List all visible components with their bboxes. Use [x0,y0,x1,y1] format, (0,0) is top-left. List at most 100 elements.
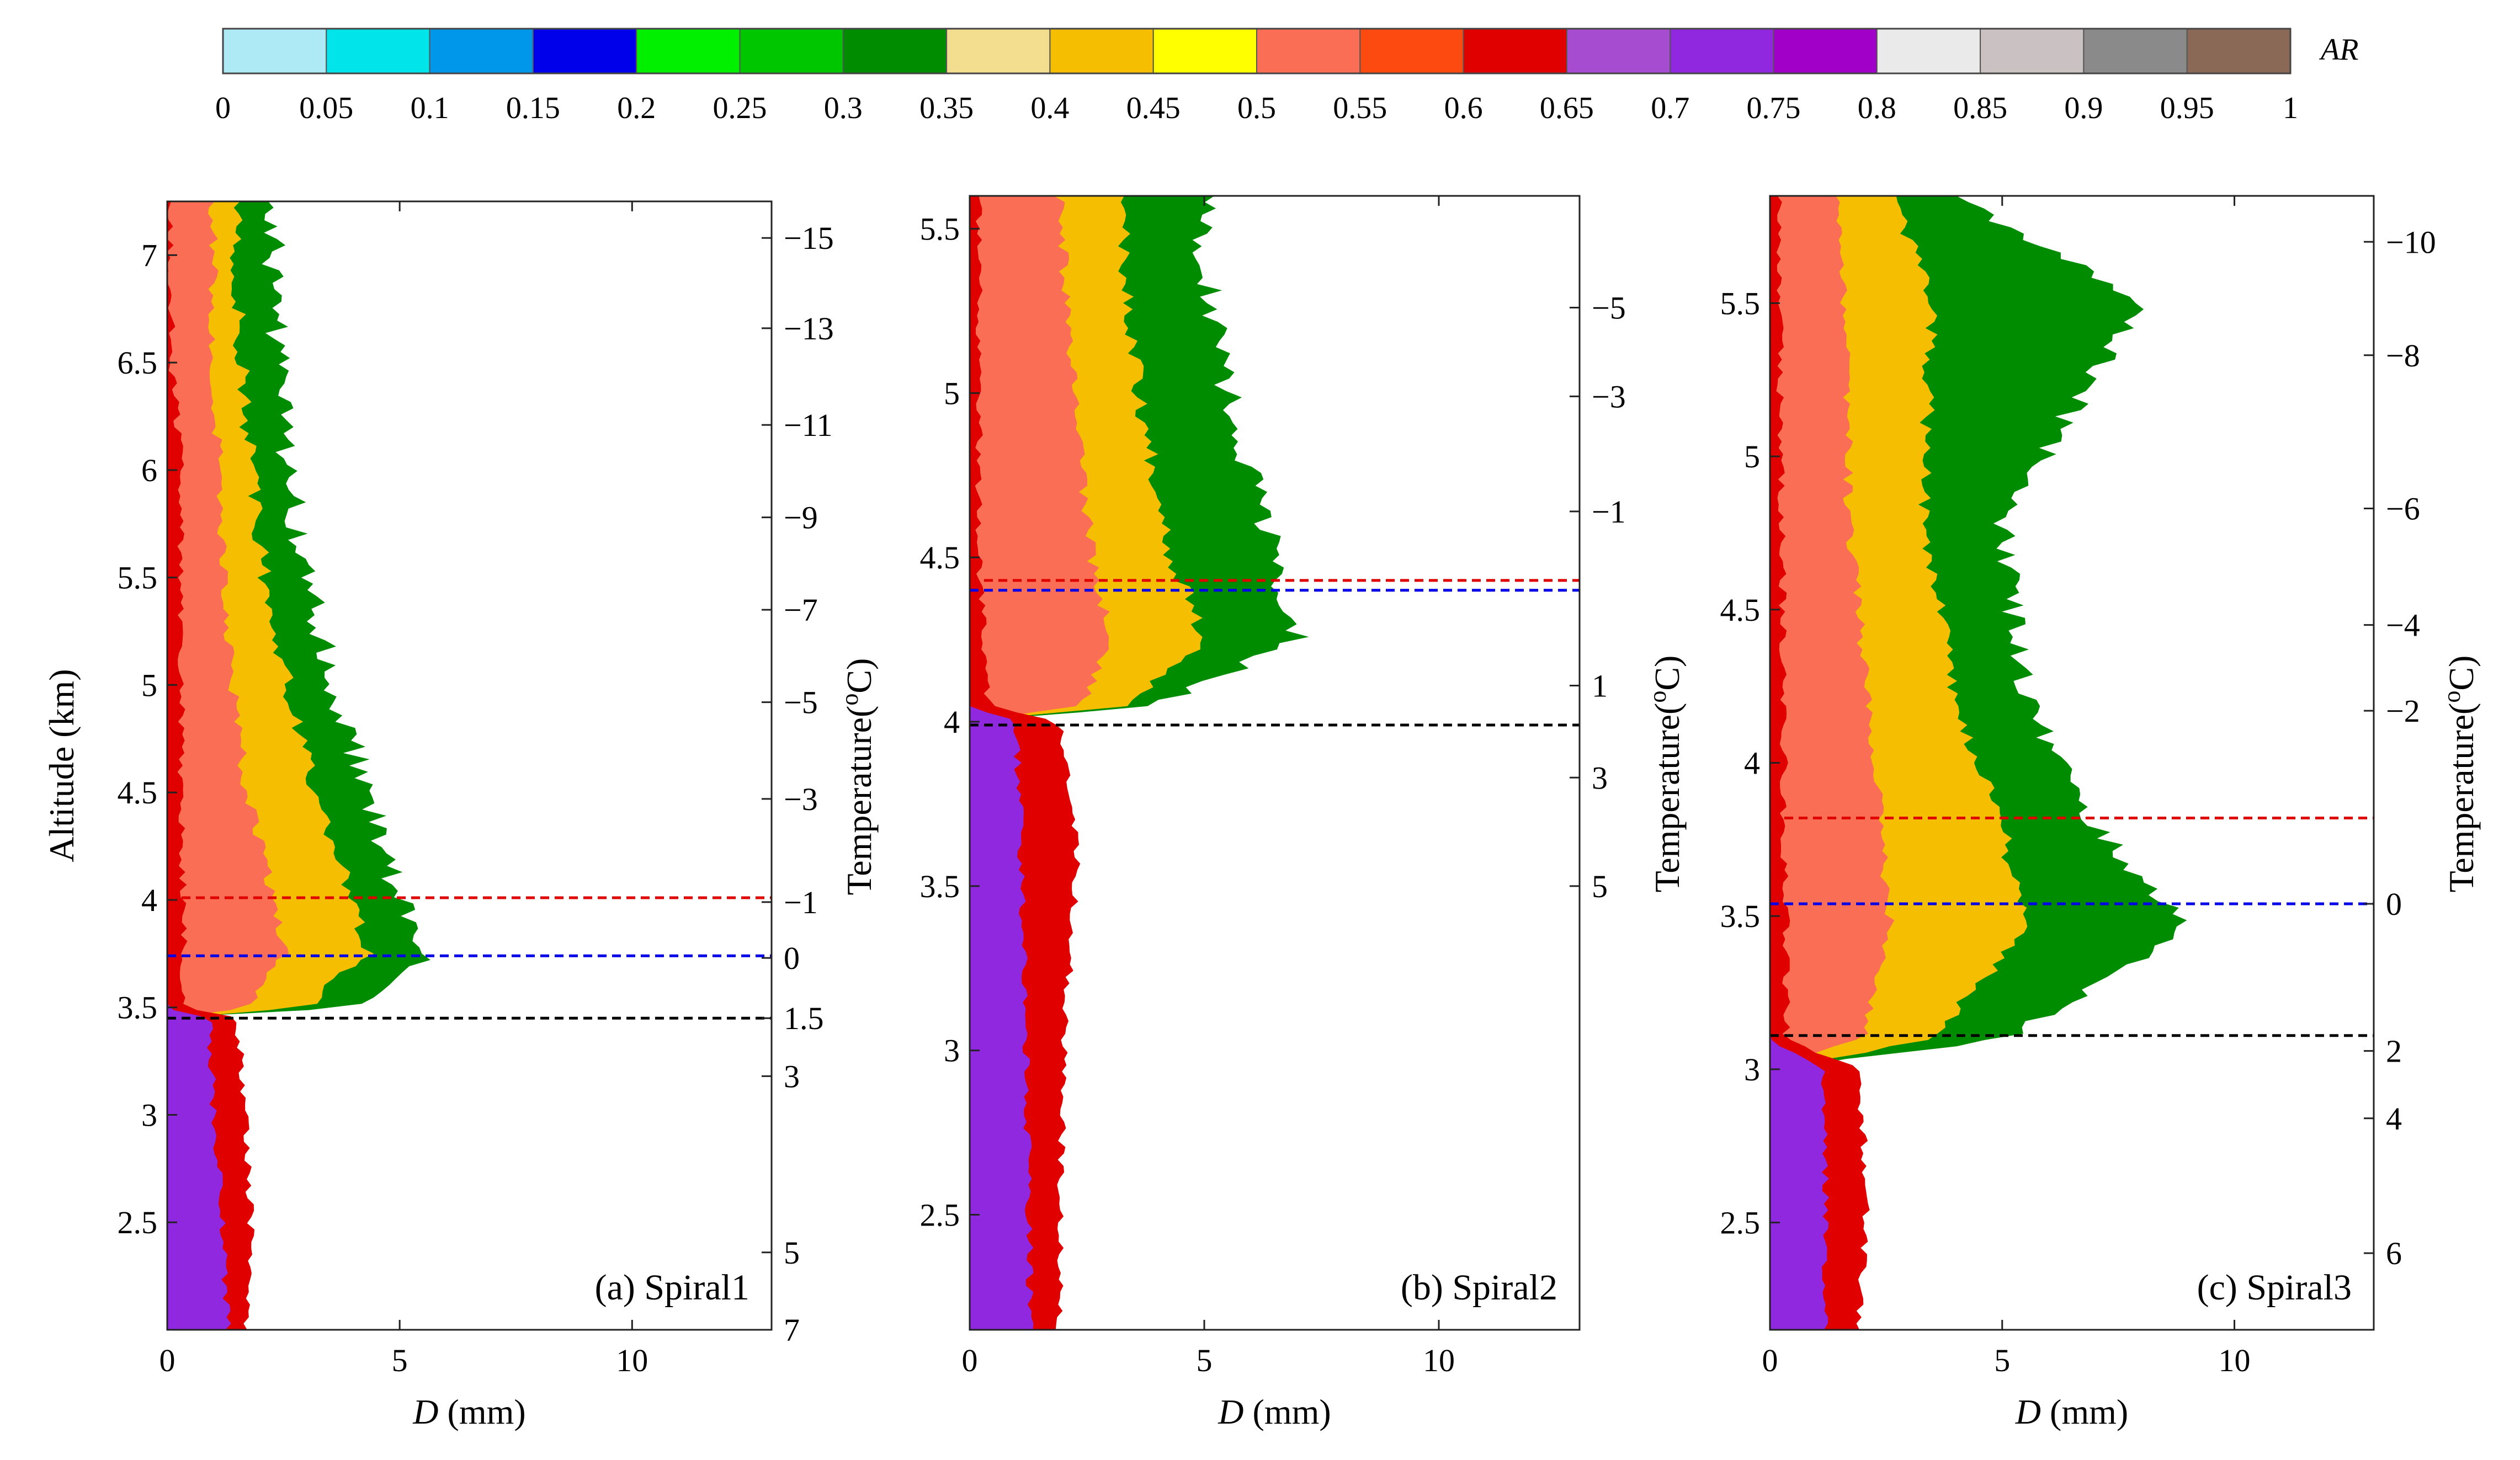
colorbar-tick-label: 1 [2283,91,2298,125]
colorbar-tick-label: 0.6 [1444,91,1483,125]
colorbar-swatch [326,28,430,74]
temperature-axis-label: Temperature(oC) [1644,656,1687,893]
y-tick-label: 5.5 [1720,285,1761,321]
temp-tick-label: 4 [2386,1101,2402,1137]
colorbar-tick-label: 0 [215,91,231,125]
temp-tick-label: 1.5 [784,1000,824,1036]
temperature-axis-label: Temperature(oC) [836,658,879,896]
colorbar-swatch [1980,28,2085,74]
colorbar-tick-label: 0.9 [2064,91,2103,125]
x-axis-label: D (mm) [412,1392,525,1431]
colorbar-tick-label: 0.5 [1237,91,1276,125]
temp-tick-label: 6 [2386,1235,2402,1271]
colorbar-tick-label: 0.05 [299,91,353,125]
colorbar-swatch [2186,28,2291,74]
temp-tick-label: −3 [784,781,818,817]
temp-tick-label: 2 [2386,1033,2402,1069]
colorbar-tick-label: 0.8 [1858,91,1896,125]
y-tick-label: 4.5 [1720,592,1761,628]
band-purple [167,201,231,1330]
temp-tick-label: 1 [1592,668,1608,704]
x-tick-label: 10 [1423,1342,1455,1378]
y-tick-label: 2.5 [920,1197,960,1233]
x-tick-label: 10 [2219,1342,2251,1378]
colorbar-tick-label: 0.1 [411,91,449,125]
temp-tick-label: −8 [2386,338,2420,374]
colorbar: 0 0.05 0.1 0.15 0.2 0.25 0.3 0.35 0.4 0.45 0.5 0.55… [215,28,2358,125]
colorbar-swatch [1152,28,1257,74]
band-orange [970,196,1110,1330]
y-tick-label: 4.5 [118,775,158,811]
panel-label: (c) Spiral3 [2197,1267,2352,1308]
x-tick-label: 5 [1197,1342,1213,1378]
x-tick-label: 0 [1762,1342,1778,1378]
colorbar-tick-label: 0.4 [1030,91,1069,125]
temp-tick-label: −4 [2386,608,2420,643]
temp-tick-label: −7 [784,592,818,628]
y-tick-label: 5.5 [118,560,158,596]
colorbar-tick-label: 0.7 [1651,91,1689,125]
temp-tick-label: −2 [2386,693,2420,729]
y-tick-label: 6 [141,452,157,488]
colorbar-tick-label: 0.3 [824,91,863,125]
y-tick-label: 4 [141,882,157,918]
colorbar-swatch [532,28,637,74]
colorbar-swatch [636,28,741,74]
colorbar-tick-label: 0.25 [713,91,767,125]
plot-area [167,201,772,1330]
panel-spiral3: 0 5 10 2.5 3 3.5 4 4.5 5 5.5 −10 −8 −6 −4 −2 0 2 4 6 D (mm)… [1720,195,2481,1431]
plot-area [1770,196,2374,1330]
temp-tick-label: 7 [784,1312,800,1348]
colorbar-swatch [946,28,1051,74]
colorbar-tick-label: 0.75 [1747,91,1801,125]
panel-spiral1: 0 5 102.533.544.555.566.57 −15−13−11−9−7−5−… [42,200,879,1431]
colorbar-swatch [842,28,948,74]
colorbar-label: AR [2319,33,2358,67]
colorbar-tick-label: 0.55 [1333,91,1387,125]
band-purple [970,196,1034,1330]
colorbar-tick-label: 0.2 [617,91,656,125]
temp-tick-label: −5 [1592,290,1626,326]
y-tick-label: 4.5 [920,540,960,576]
plot-area [970,196,1580,1330]
x-tick-label: 5 [392,1342,408,1378]
colorbar-tick-label: 0.35 [919,91,974,125]
plot-frame [166,200,773,1331]
temp-tick-label: 5 [1592,868,1608,904]
temp-tick-label: 0 [784,940,800,976]
x-tick-label: 0 [160,1342,176,1378]
panel-label: (b) Spiral2 [1401,1267,1557,1308]
y-tick-label: 3 [944,1033,960,1069]
temp-tick-label: −10 [2386,224,2436,260]
band-red [1770,196,1870,1330]
colorbar-swatch [1049,28,1154,74]
y-tick-label: 3 [141,1097,157,1133]
x-axis-label: D (mm) [1218,1392,1331,1431]
plot-frame [969,195,1581,1331]
colorbar-swatch [1463,28,1567,74]
y-tick-label: 5 [1744,439,1760,475]
colorbar-swatch [1359,28,1464,74]
x-axis-label: D (mm) [2015,1392,2128,1431]
y-tick-label: 4 [944,704,960,740]
y-tick-label: 7 [141,237,157,273]
colorbar-tick-label: 0.95 [2160,91,2214,125]
colorbar-tick-label: 0.45 [1126,91,1181,125]
temp-tick-label: −5 [784,685,818,721]
temp-tick-label: −6 [2386,491,2420,527]
colorbar-swatch [1256,28,1361,74]
x-tick-label: 0 [962,1342,978,1378]
y-tick-label: 4 [1744,745,1760,781]
y-axis-label: Altitude (km) [42,669,81,862]
temp-tick-label: 5 [784,1235,800,1271]
temp-tick-label: −9 [784,500,818,536]
colorbar-swatch [222,28,327,74]
y-tick-label: 2.5 [118,1205,158,1240]
temp-tick-label: 3 [784,1058,800,1094]
temp-tick-label: −1 [784,884,818,920]
y-tick-label: 3.5 [920,868,960,904]
temp-tick-label: 0 [2386,886,2402,922]
y-tick-label: 5 [141,667,157,703]
